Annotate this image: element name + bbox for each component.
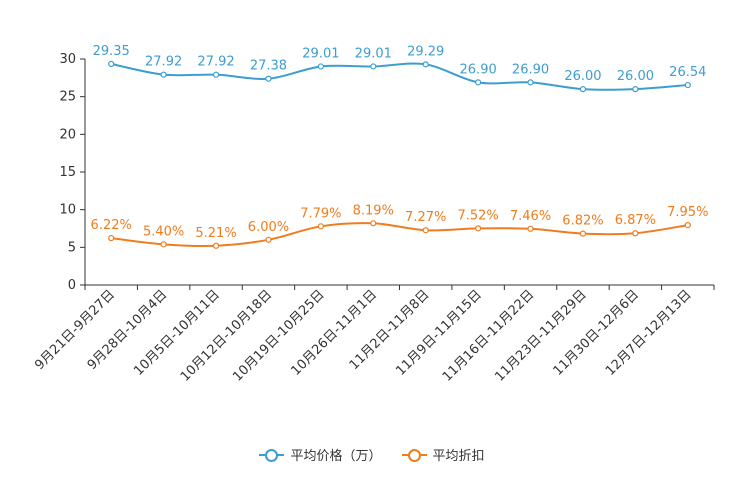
legend-price-symbol-icon [259, 448, 285, 462]
chart-series: 29.35 27.92 27.92 27.38 29.01 29.01 29.29 26.90… [91, 44, 708, 249]
data-label-price: 29.35 [93, 44, 130, 59]
data-label-discount: 7.79% [300, 206, 341, 221]
data-point-discount [475, 225, 482, 232]
legend-discount-symbol-icon [401, 448, 427, 462]
data-label-discount: 7.52% [457, 208, 498, 223]
data-point-price [475, 79, 482, 86]
data-label-discount: 6.00% [248, 220, 289, 235]
data-point-price [632, 86, 639, 93]
y-tick-label: 15 [59, 165, 76, 180]
line-chart: 0510152025309月21日-9月27日9月28日-10月4日10月5日-… [32, 44, 715, 385]
data-point-discount [527, 225, 534, 232]
data-label-discount: 5.40% [143, 224, 184, 239]
data-point-discount [108, 235, 115, 242]
data-label-price: 26.00 [564, 69, 601, 84]
data-point-price [212, 71, 220, 78]
x-tick-label: 10月19日-10月25日 [230, 287, 327, 384]
data-point-price [422, 61, 429, 68]
x-tick-label: 10月12日-10月18日 [178, 287, 275, 384]
data-point-discount [632, 230, 639, 237]
data-point-discount [422, 227, 429, 234]
data-label-price: 26.00 [617, 69, 654, 84]
data-point-discount [370, 220, 377, 227]
data-point-price [108, 60, 115, 67]
data-label-price: 29.01 [355, 46, 392, 61]
x-tick-label: 11月23日-11月29日 [492, 287, 589, 384]
legend-price-label: 平均价格（万） [290, 449, 382, 464]
data-label-discount: 6.87% [615, 213, 656, 228]
chart-axes: 0510152025309月21日-9月27日9月28日-10月4日10月5日-… [32, 52, 715, 385]
y-tick-label: 20 [59, 127, 76, 142]
data-label-discount: 5.21% [195, 226, 236, 241]
data-label-discount: 7.95% [667, 205, 708, 220]
data-label-price: 26.54 [669, 65, 706, 80]
legend-item-price[interactable]: 平均价格（万） [259, 445, 382, 464]
data-label-price: 26.90 [460, 62, 497, 77]
data-point-price [579, 86, 587, 93]
y-tick-label: 30 [59, 52, 76, 67]
data-point-price [527, 79, 534, 86]
data-point-price [370, 63, 377, 70]
legend-discount-label: 平均折扣 [432, 449, 485, 464]
data-label-discount: 6.22% [91, 218, 132, 233]
data-point-discount [684, 222, 691, 229]
series-price: 29.35 27.92 27.92 27.38 29.01 29.01 29.29 26.90… [93, 44, 706, 93]
data-label-price: 29.29 [407, 44, 444, 59]
data-point-discount [160, 241, 167, 248]
y-tick-label: 0 [68, 278, 76, 293]
chart-legend: 平均价格（万） 平均折扣 [0, 445, 744, 464]
data-point-discount [265, 236, 272, 243]
y-tick-label: 10 [59, 203, 76, 218]
data-point-discount [317, 223, 324, 230]
y-tick-label: 25 [59, 90, 76, 105]
x-tick-label: 11月16日-11月22日 [440, 287, 537, 384]
data-point-discount [212, 242, 220, 249]
series-line-discount [111, 222, 688, 248]
data-label-price: 29.01 [302, 46, 339, 61]
data-point-price [160, 71, 167, 78]
data-point-price [317, 63, 324, 70]
legend-item-discount[interactable]: 平均折扣 [401, 445, 485, 464]
data-label-discount: 7.46% [510, 209, 551, 224]
data-label-discount: 8.19% [353, 203, 394, 218]
data-label-price: 27.38 [250, 59, 287, 74]
data-point-price [265, 75, 272, 82]
series-discount: 6.22% 5.40% 5.21% 6.00% 7.79% 8.19% 7.27% 7.52%… [91, 203, 708, 249]
data-label-discount: 6.82% [562, 214, 603, 229]
data-label-discount: 7.27% [405, 210, 446, 225]
data-point-price [684, 81, 691, 89]
data-label-price: 26.90 [512, 62, 549, 77]
series-line-price [111, 62, 688, 91]
data-point-discount [579, 230, 587, 237]
data-label-price: 27.92 [145, 55, 182, 70]
data-label-price: 27.92 [197, 55, 234, 70]
y-tick-label: 5 [68, 240, 76, 255]
